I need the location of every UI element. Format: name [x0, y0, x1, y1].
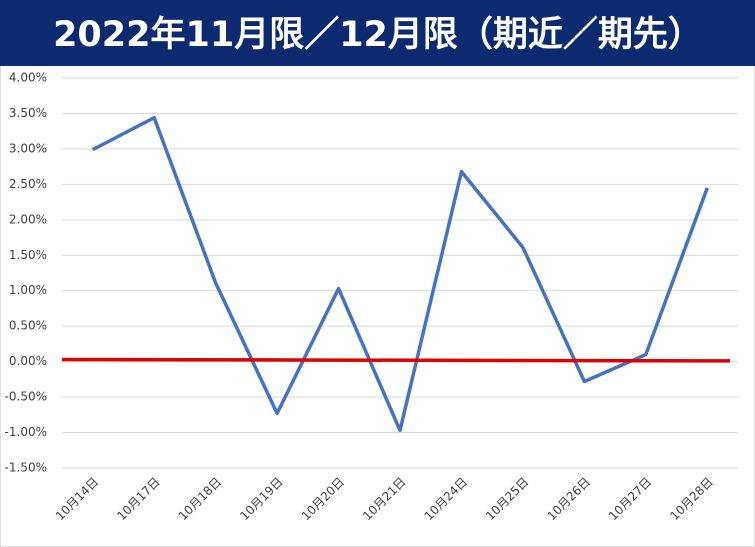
data-line [91, 115, 709, 433]
y-tick-label: 4.00% [9, 71, 47, 85]
title-banner [0, 0, 755, 66]
y-tick-label: 1.00% [9, 283, 47, 297]
y-tick-label: 3.50% [9, 106, 47, 120]
y-tick-label: 3.00% [9, 141, 47, 155]
y-tick-label: 0.50% [9, 319, 47, 333]
y-tick-label: 0.00% [9, 354, 47, 368]
y-tick-label: 2.50% [9, 177, 47, 191]
reference-line [61, 357, 731, 363]
chart-title: 2022年11月限／12月限（期近／期先） [53, 15, 703, 55]
y-tick-label: 1.50% [9, 248, 47, 262]
y-tick-label: 2.00% [9, 212, 47, 226]
y-tick-label: -1.50% [5, 461, 47, 475]
y-tick-label: -0.50% [5, 390, 47, 404]
y-tick-label: -1.00% [5, 425, 47, 439]
